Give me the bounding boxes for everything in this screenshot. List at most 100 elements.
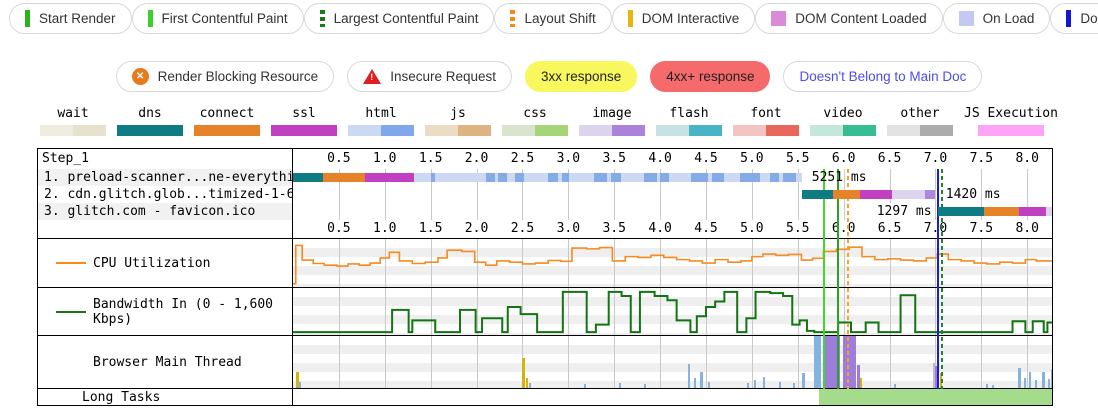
start-render-label: Start Render — [39, 11, 116, 26]
gridline — [843, 288, 845, 335]
request-bar-image_light-segment[interactable] — [892, 190, 926, 199]
request-bar-content-chunk — [548, 173, 559, 182]
gridline — [660, 288, 662, 335]
request-bar-ssl-segment[interactable] — [860, 190, 893, 199]
gridline — [384, 288, 386, 335]
gridline — [430, 288, 432, 335]
css-label: css — [523, 106, 547, 121]
gridline — [935, 169, 937, 220]
gridline — [797, 169, 799, 220]
main-thread-activity-bar — [522, 357, 526, 388]
js-swatch-icon — [425, 125, 491, 136]
main-thread-activity-bar — [747, 382, 750, 388]
axis-tick-label: 0.5 — [327, 221, 351, 236]
axis-tick-label: 1.0 — [373, 221, 397, 236]
largest-contentful-paint-label: Largest Contentful Paint — [333, 11, 479, 26]
wait-label: wait — [57, 106, 89, 121]
js-execution-label: JS Execution — [964, 106, 1058, 121]
gridline — [660, 336, 662, 388]
main-thread-activity-bar — [1051, 369, 1052, 388]
main-thread-activity-bar — [992, 384, 995, 388]
request-bar-image_dark-segment[interactable] — [925, 190, 935, 199]
main-thread-activity-bar — [856, 364, 861, 388]
axis-tick-label: 3.5 — [602, 221, 626, 236]
image-label: image — [592, 106, 632, 121]
dom-interactive-legend-pill: DOM Interactive — [611, 3, 756, 34]
request-row-label[interactable]: 2. cdn.glitch.glob...timized-1-640w.jpg — [44, 187, 292, 202]
request-bar-content-chunk — [485, 173, 495, 182]
gridline — [1027, 169, 1029, 220]
css-resource-legend: css — [502, 106, 568, 136]
gridline — [476, 169, 478, 220]
main-thread-activity-bar — [779, 381, 782, 388]
insecure-request-label: Insecure Request — [390, 68, 496, 84]
main-thread-activity-bar — [842, 336, 856, 388]
request-bar-content-chunk — [561, 173, 570, 182]
main-thread-label-cell: Browser Main Thread — [38, 336, 293, 388]
cpu-utilization-line — [293, 244, 1052, 285]
axis-tick-label: 5.0 — [740, 221, 764, 236]
font-label: font — [750, 106, 782, 121]
axis-tick-label: 8.0 — [1015, 221, 1039, 236]
render-blocking-resource-legend-pill: ✕ Render Blocking Resource — [115, 60, 335, 92]
main-thread-activity-bar — [299, 381, 302, 388]
css-swatch-icon — [502, 125, 568, 136]
cpu-label: CPU Utilization — [93, 255, 211, 271]
bandwidth-line-icon — [56, 310, 86, 313]
request-bar-content-chunk — [643, 173, 658, 182]
ssl-swatch-icon — [271, 125, 337, 136]
gridline — [981, 288, 983, 335]
request-bar-ssl-segment[interactable] — [364, 173, 415, 182]
request-bar-ssl-segment[interactable] — [1018, 207, 1046, 216]
axis-tick-label: 7.5 — [969, 221, 994, 236]
request-bar-connect-segment[interactable] — [984, 207, 1019, 216]
cpu-line-icon — [56, 262, 86, 264]
main-thread-activity-bar — [526, 377, 529, 388]
request-bar-connect-segment[interactable] — [323, 173, 365, 182]
axis-tick-label: 5.0 — [740, 151, 764, 166]
request-bar-dns-segment[interactable] — [802, 190, 833, 199]
first-contentful-paint-label: First Contentful Paint — [161, 11, 288, 26]
gridline — [338, 239, 340, 287]
main-thread-activity-bar — [1041, 372, 1045, 388]
gridline — [430, 336, 432, 388]
gridline — [660, 239, 662, 287]
request-label-column: Step_1 1. preload-scanner...ne-everythin… — [38, 149, 293, 238]
axis-tick-label: 7.0 — [923, 151, 948, 166]
js-resource-legend: js — [425, 106, 491, 136]
gridline — [568, 288, 570, 335]
js-execution-swatch-icon — [977, 125, 1044, 136]
largest-contentful-paint-legend-pill: Largest Contentful Paint — [303, 3, 495, 34]
request-bar-content-chunk — [660, 173, 670, 182]
main-thread-activity-bar — [528, 382, 531, 388]
axis-tick-label: 0.5 — [327, 151, 351, 166]
request-duration-label: 1297 ms — [873, 203, 935, 220]
render-blocking-resource-label: Render Blocking Resource — [157, 68, 319, 84]
main-thread-activity-bar — [814, 336, 821, 388]
request-row-label[interactable]: 1. preload-scanner...ne-everything.html — [38, 169, 292, 186]
axis-tick-label: 7.5 — [969, 151, 994, 166]
request-row-label[interactable]: 3. glitch.com - favicon.ico — [38, 203, 292, 220]
main-thread-chart — [293, 336, 1052, 388]
request-bar-content-chunk — [783, 173, 796, 182]
main-thread-section: Browser Main Thread — [38, 336, 1052, 389]
request-duration-label: 5251 ms — [811, 170, 867, 185]
3xx-response-label: 3xx response — [541, 68, 622, 84]
request-bar-html_light-segment[interactable] — [414, 173, 803, 182]
axis-tick-label: 4.5 — [694, 151, 718, 166]
main-thread-activity-bar — [823, 336, 840, 388]
connect-resource-legend: connect — [194, 106, 260, 136]
event-marker-legend: Start Render First Contentful Paint Larges… — [0, 2, 1098, 35]
gridline — [476, 336, 478, 388]
gridline — [889, 239, 891, 287]
request-bar-dns-segment[interactable] — [293, 173, 324, 182]
gridline — [476, 288, 478, 335]
axis-tick-label: 3.5 — [602, 151, 626, 166]
request-bar-dns-segment[interactable] — [938, 207, 985, 216]
on-load-legend-pill: On Load — [942, 3, 1051, 34]
request-bar-image_light-segment[interactable] — [1045, 207, 1052, 216]
dom-interactive-marker-icon — [627, 10, 633, 27]
axis-tick-label: 2.0 — [464, 151, 489, 166]
request-bar-connect-segment[interactable] — [832, 190, 861, 199]
axis-tick-label: 3.0 — [556, 151, 581, 166]
